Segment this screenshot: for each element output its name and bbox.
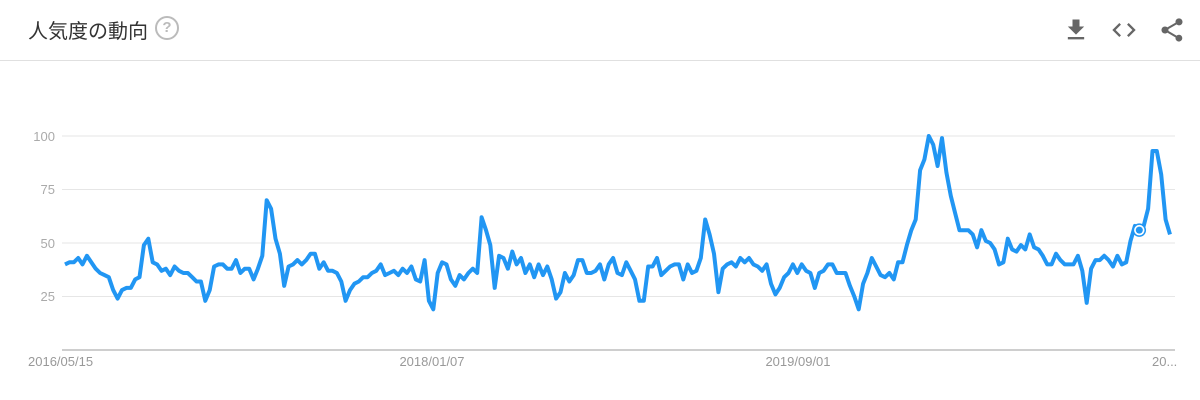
y-tick-label: 75 bbox=[41, 182, 55, 197]
x-tick-label: 2018/01/07 bbox=[399, 354, 464, 369]
download-icon[interactable] bbox=[1062, 16, 1090, 44]
y-tick-label: 100 bbox=[33, 129, 55, 144]
series-line bbox=[64, 134, 1172, 312]
chart-actions bbox=[1062, 16, 1186, 44]
x-tick-label: 20... bbox=[1152, 354, 1177, 369]
chart-title: 人気度の動向 bbox=[28, 19, 148, 43]
highlight-point[interactable] bbox=[1135, 226, 1143, 234]
help-circle-icon[interactable]: ? bbox=[155, 16, 179, 40]
y-tick-label: 25 bbox=[41, 289, 55, 304]
x-tick-label: 2019/09/01 bbox=[765, 354, 830, 369]
share-icon[interactable] bbox=[1158, 16, 1186, 44]
highlight-marker[interactable] bbox=[1132, 223, 1147, 237]
y-tick-label: 50 bbox=[41, 236, 55, 251]
x-tick-label: 2016/05/15 bbox=[28, 354, 93, 369]
code-icon[interactable] bbox=[1110, 16, 1138, 44]
chart-header: 人気度の動向 ? bbox=[0, 0, 1200, 61]
